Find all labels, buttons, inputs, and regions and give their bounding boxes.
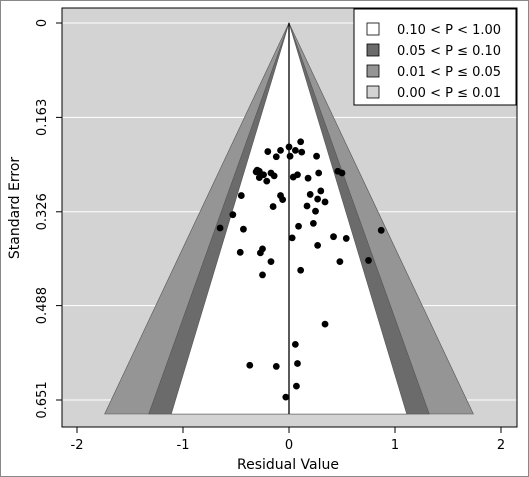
data-point-57	[282, 393, 290, 401]
data-point-34	[295, 222, 302, 230]
data-point-50	[259, 271, 266, 279]
data-point-23	[317, 187, 325, 195]
data-point-7	[286, 152, 294, 160]
data-point-31	[321, 198, 329, 206]
data-point-24	[237, 192, 245, 199]
data-point-32	[229, 211, 237, 219]
data-point-36	[240, 225, 247, 233]
legend-label-0: 0.10 < P < 1.00	[397, 23, 501, 38]
data-point-47	[377, 226, 385, 234]
legend-swatch-2	[366, 64, 380, 78]
data-point-27	[314, 195, 322, 203]
x-tick-label-1: -1	[177, 438, 190, 453]
legend: 0.10 < P < 1.00 0.05 < P ≤ 0.10 0.01 < P ≤…	[353, 8, 517, 106]
data-point-28	[279, 196, 287, 204]
data-point-18	[289, 173, 297, 181]
data-point-5	[272, 153, 280, 161]
data-point-37	[216, 224, 224, 232]
y-tick-label-4: 0.651	[35, 381, 50, 418]
data-point-2	[297, 138, 305, 146]
data-point-48	[365, 257, 372, 264]
y-axis: 0 0.163 0.326 0.488 0.651	[35, 19, 62, 419]
legend-box	[353, 8, 517, 106]
y-tick-label-3: 0.488	[35, 287, 50, 324]
data-point-4	[277, 147, 284, 154]
data-point-1	[291, 147, 299, 154]
y-tick-label-1: 0.163	[35, 99, 50, 136]
data-point-43	[236, 248, 244, 256]
data-point-49	[297, 266, 305, 274]
x-axis: -2 -1 0 1 2	[71, 427, 505, 453]
x-tick-label-3: 1	[391, 438, 399, 453]
data-point-56	[293, 382, 300, 390]
data-point-42	[314, 241, 322, 249]
data-point-15	[263, 177, 271, 185]
y-tick-label-0: 0	[35, 19, 50, 27]
data-point-29	[269, 203, 277, 210]
legend-label-3: 0.00 < P ≤ 0.01	[397, 86, 501, 101]
data-point-46	[336, 258, 344, 265]
x-tick-label-2: 0	[285, 438, 293, 453]
legend-label-2: 0.01 < P ≤ 0.05	[397, 65, 501, 80]
data-point-19	[304, 174, 312, 182]
x-axis-label: Residual Value	[237, 457, 339, 473]
data-point-53	[246, 361, 254, 369]
data-point-55	[294, 360, 301, 367]
data-point-16	[270, 172, 278, 180]
data-point-8	[313, 152, 320, 160]
x-tick-label-0: -2	[71, 438, 84, 453]
data-point-44	[256, 249, 264, 257]
data-point-33	[312, 207, 319, 215]
data-point-30	[303, 202, 311, 210]
data-point-11	[252, 168, 260, 176]
data-point-14	[255, 174, 263, 182]
legend-swatch-1	[366, 43, 380, 57]
legend-swatch-3	[366, 85, 380, 99]
data-point-40	[342, 235, 350, 242]
data-point-38	[288, 234, 296, 242]
y-tick-label-2: 0.326	[35, 193, 50, 230]
data-point-26	[306, 191, 314, 198]
data-point-22	[338, 169, 346, 177]
data-point-54	[272, 363, 280, 370]
legend-swatch-0	[366, 22, 380, 36]
data-point-3	[298, 148, 306, 156]
data-point-51	[321, 320, 329, 328]
legend-label-1: 0.05 < P ≤ 0.10	[397, 44, 501, 59]
x-tick-label-4: 2	[497, 438, 505, 453]
y-axis-label: Standard Error	[7, 157, 23, 260]
data-point-6	[264, 148, 272, 155]
data-points	[216, 138, 385, 401]
data-point-35	[309, 219, 317, 227]
data-point-39	[330, 233, 337, 241]
data-point-45	[267, 258, 275, 265]
data-point-20	[315, 169, 323, 177]
data-point-52	[291, 341, 299, 348]
